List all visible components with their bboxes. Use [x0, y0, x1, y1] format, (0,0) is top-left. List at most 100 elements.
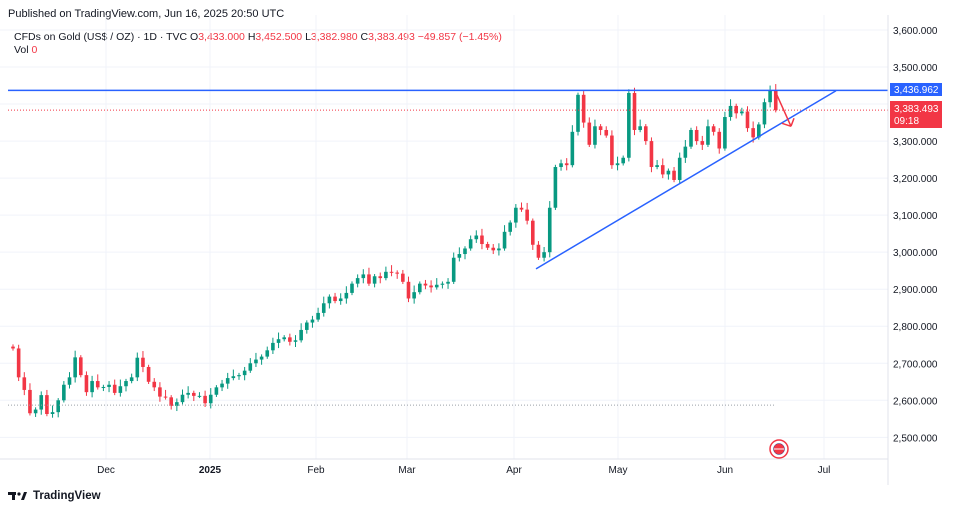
time-axis[interactable]: Dec 2025 Feb Mar Apr May Jun Jul [97, 465, 830, 476]
y-tick-label: 2,700.000 [893, 359, 938, 370]
candle-body [327, 296, 332, 304]
candle-body [401, 273, 405, 282]
candle-body [615, 163, 620, 166]
candle-body [559, 163, 563, 168]
level-tag: 3,436.962 [890, 83, 942, 96]
candle-body [73, 357, 77, 378]
candle-body [570, 131, 575, 166]
open-label: O [190, 31, 199, 43]
candle-body [519, 207, 524, 210]
candle-body [644, 126, 648, 142]
close-label: C [360, 31, 369, 43]
candle-body [67, 377, 72, 385]
candle-body [660, 165, 665, 175]
y-tick-label: 3,300.000 [893, 137, 938, 148]
candle-body [655, 165, 659, 168]
candle-body [288, 337, 292, 342]
candle-body [254, 359, 258, 364]
candle-body [508, 222, 512, 232]
candle-body [621, 157, 625, 164]
tradingview-logo-icon [8, 492, 27, 500]
candle-body [683, 146, 688, 158]
candle-body [531, 220, 535, 245]
tradingview-logo[interactable]: TradingView [8, 490, 101, 502]
candle-body [22, 377, 27, 390]
candle-body [581, 94, 586, 123]
candle-body [214, 387, 219, 395]
candle-body [146, 366, 151, 382]
candle-body [118, 386, 123, 393]
y-tick-label: 3,100.000 [893, 211, 938, 222]
candle-body [632, 92, 637, 130]
candle-body [112, 384, 117, 393]
y-tick-label: 3,200.000 [893, 174, 938, 185]
candle-body [480, 235, 484, 245]
candle-body [378, 276, 383, 279]
countdown-value: 09:18 [894, 116, 919, 127]
candle-body [745, 111, 750, 129]
candle-body [457, 254, 462, 258]
candle-body [310, 319, 315, 323]
candle-body [474, 235, 479, 240]
volume-value: 0 [31, 44, 38, 56]
publish-info: Published on TradingView.com, Jun 16, 20… [8, 8, 285, 20]
candle-body [186, 392, 190, 395]
candle-body [468, 239, 473, 249]
candle-body [282, 337, 286, 340]
high-value: 3,452.500 [255, 31, 303, 43]
level-tag-value: 3,436.962 [894, 85, 939, 96]
candle-body [418, 283, 422, 293]
event-flag-icon[interactable] [769, 439, 789, 459]
candle-body [220, 383, 224, 388]
last-price-tag: 3,383.493 09:18 [890, 101, 942, 128]
symbol-label: CFDs on Gold (US$ / OZ) · 1D · TVC [14, 31, 188, 43]
last-price-value: 3,383.493 [894, 104, 939, 115]
candle-body [689, 129, 693, 147]
candle-body [124, 381, 128, 387]
candle-body [180, 394, 185, 403]
candle-body [672, 170, 676, 180]
low-label: L [305, 31, 311, 43]
candle-body [446, 281, 450, 284]
candle-body [384, 271, 388, 279]
candle-body [237, 375, 241, 377]
candle-body [717, 131, 722, 149]
y-tick-label: 2,800.000 [893, 322, 938, 333]
projection-arrow[interactable] [775, 92, 795, 127]
candle-body [728, 105, 733, 118]
candle-body [463, 248, 467, 255]
candle-body [135, 357, 140, 378]
y-tick-label: 3,000.000 [893, 248, 938, 259]
candle-body [627, 92, 631, 158]
candle-body [706, 126, 710, 145]
candle-body [338, 298, 343, 302]
candle-body [694, 129, 699, 142]
candle-body [666, 170, 671, 175]
candle-body [208, 394, 213, 404]
candle-body [372, 276, 377, 284]
candle-body [395, 272, 399, 274]
chart-legend: CFDs on Gold (US$ / OZ) · 1D · TVC O3,43… [14, 30, 502, 44]
candle-body [542, 252, 546, 258]
low-value: 3,382.980 [310, 31, 358, 43]
candle-body [231, 376, 236, 379]
candle-body [90, 381, 94, 393]
candle-body [773, 90, 778, 111]
x-tick-label: Feb [307, 465, 325, 476]
candle-body [16, 348, 21, 378]
candle-body [677, 157, 682, 180]
candle-body [293, 340, 298, 342]
candle-body [225, 378, 230, 384]
candle-body [141, 357, 145, 367]
candle-body [79, 357, 83, 376]
candle-body [412, 292, 416, 299]
ascending-trendline[interactable] [535, 90, 837, 270]
candle-body [423, 283, 428, 286]
candle-body [45, 395, 49, 415]
volume-label: Vol [14, 44, 29, 56]
candle-body [355, 278, 360, 284]
candle-body [587, 122, 592, 145]
candle-body [711, 126, 716, 132]
candle-body [333, 296, 337, 302]
